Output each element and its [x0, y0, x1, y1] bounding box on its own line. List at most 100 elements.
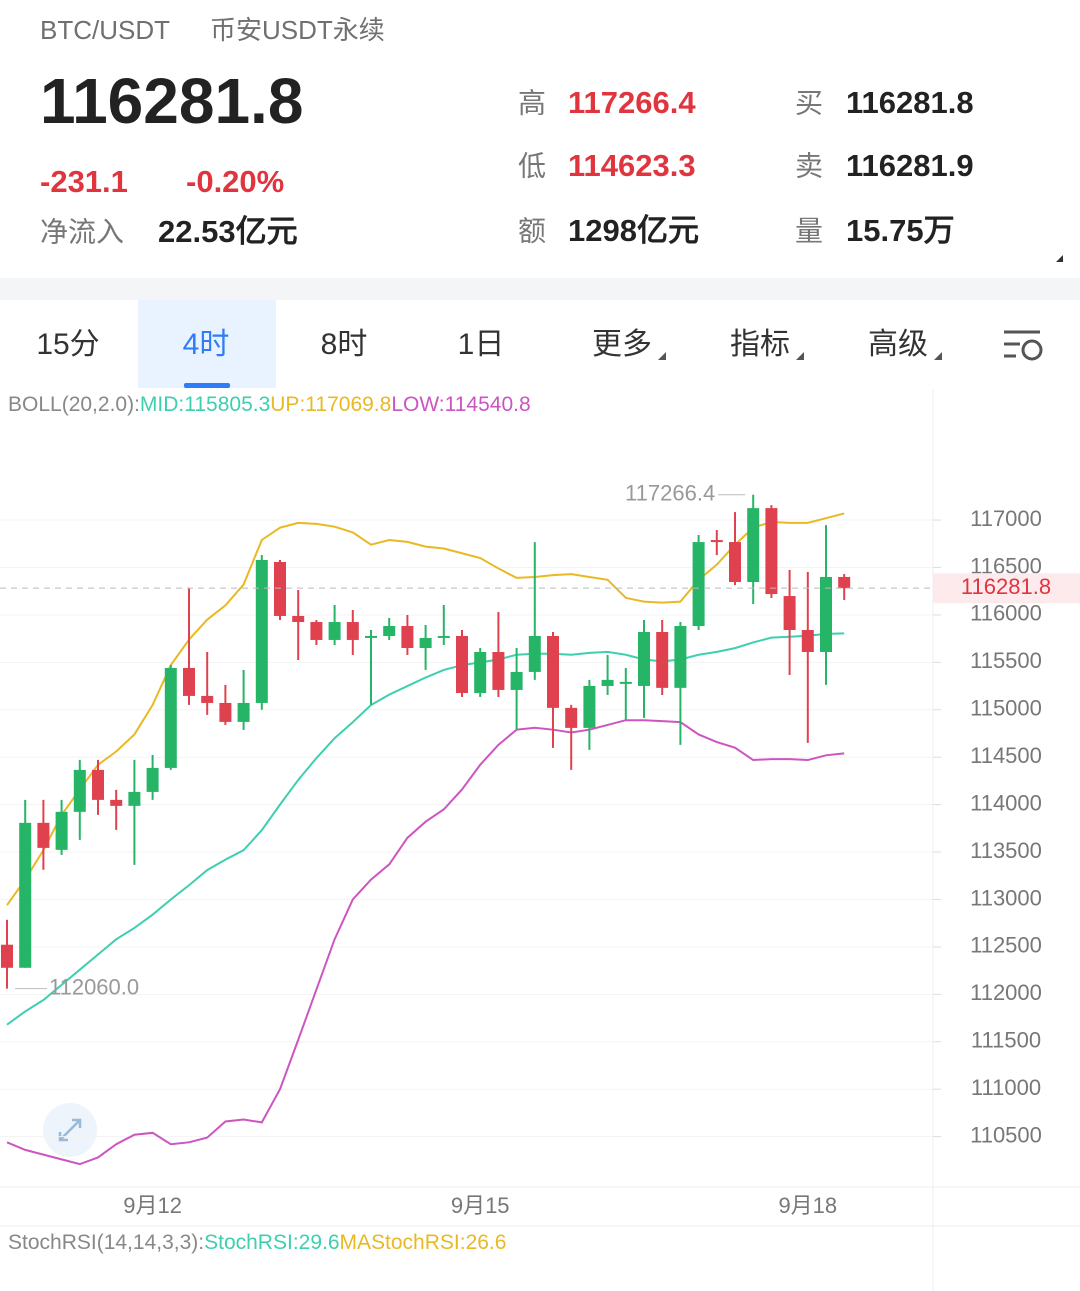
- market: 币安USDT永续: [210, 15, 385, 45]
- price: 116281.8: [40, 65, 303, 137]
- candle-body: [838, 576, 851, 589]
- candle-body: [92, 769, 104, 800]
- y-tick-label: 115500: [970, 648, 1042, 673]
- y-tick-label: 112000: [970, 980, 1042, 1005]
- inflow-label: 净流入: [40, 216, 124, 247]
- separator: [0, 278, 1080, 300]
- candle-body: [365, 635, 377, 638]
- candle-body: [292, 615, 305, 623]
- y-tick-label: 110500: [970, 1122, 1042, 1147]
- stat-label: 高: [518, 87, 546, 118]
- y-tick-label: 113500: [970, 838, 1042, 863]
- candle-body: [565, 707, 578, 728]
- candle-body: [547, 635, 559, 708]
- y-tick-label: 112500: [970, 933, 1042, 958]
- expand-button[interactable]: [43, 1103, 97, 1157]
- tab-indicator: [184, 383, 230, 388]
- legend-item: UP:: [270, 393, 305, 416]
- price-tag-label: 116281.8: [961, 574, 1051, 599]
- candle-body: [801, 629, 814, 653]
- x-tick-label: 9月12: [123, 1193, 182, 1218]
- price-tag: [933, 573, 1080, 604]
- candle-body: [456, 635, 468, 693]
- x-tick-label: 9月18: [778, 1193, 837, 1218]
- candle-body: [128, 791, 141, 806]
- legend-item: 115805.3: [184, 393, 270, 416]
- candle-body: [55, 811, 68, 850]
- stat-value: 116281.8: [846, 85, 974, 120]
- candle-body: [73, 769, 86, 812]
- tab-active-bg: [138, 300, 276, 388]
- legend-item: 29.6: [299, 1231, 340, 1254]
- y-tick-label: 111000: [971, 1075, 1041, 1100]
- legend-item: BOLL(20,2.0):: [8, 393, 140, 416]
- y-tick-label: 116000: [970, 601, 1042, 626]
- y-tick-label: 111500: [971, 1028, 1041, 1053]
- tab[interactable]: 4时: [183, 328, 230, 361]
- candle-body: [37, 822, 50, 848]
- change-pct: -0.20%: [186, 164, 284, 199]
- y-tick-label: 115000: [970, 696, 1042, 721]
- tab[interactable]: 1日: [458, 328, 505, 361]
- y-tick-label: 113000: [970, 885, 1042, 910]
- legend-item: 117069.8: [305, 393, 391, 416]
- stat-label: 低: [518, 150, 546, 181]
- stat-label: 买: [795, 87, 823, 118]
- boll-legend: BOLL(20,2.0):MID:115805.3UP:117069.8LOW:…: [8, 393, 531, 416]
- tab[interactable]: 指标: [730, 328, 790, 361]
- candle-body: [820, 576, 832, 653]
- candle-body: [583, 685, 596, 728]
- candle-body: [638, 631, 650, 686]
- candle-body: [110, 799, 123, 806]
- settings-icon[interactable]: [1004, 330, 1043, 361]
- tab-caret: [934, 352, 942, 360]
- tab[interactable]: 更多: [592, 328, 652, 361]
- candle-body: [164, 667, 177, 768]
- candle-body: [692, 542, 705, 627]
- candle-body: [765, 508, 778, 595]
- tab[interactable]: 15分: [36, 328, 99, 361]
- stat-label: 量: [795, 215, 823, 246]
- tab[interactable]: 高级: [868, 328, 928, 361]
- stoch-legend: StochRSI(14,14,3,3):StochRSI:29.6MAStoch…: [8, 1231, 506, 1254]
- change: -231.1: [40, 164, 128, 199]
- candle-body: [419, 637, 432, 649]
- pair: BTC/USDT: [40, 15, 170, 45]
- tab-caret: [658, 352, 666, 360]
- legend-item: StochRSI(14,14,3,3):: [8, 1231, 204, 1254]
- boll-line: [6, 512, 845, 906]
- candle-body: [274, 561, 286, 616]
- stat-value: 114623.3: [568, 148, 696, 183]
- tab[interactable]: 8时: [321, 328, 368, 361]
- candle-body: [619, 681, 632, 684]
- candle-body: [346, 622, 359, 640]
- boll-line: [6, 719, 845, 1166]
- candle-body: [783, 596, 796, 630]
- y-tick-label: 117000: [970, 506, 1042, 531]
- candle-body: [674, 626, 687, 688]
- candle-body: [219, 702, 232, 722]
- legend-item: StochRSI:: [204, 1231, 299, 1254]
- stat-label: 额: [518, 215, 546, 246]
- stat-value: 15.75万: [846, 213, 955, 248]
- candle-body: [255, 559, 268, 703]
- max-label: 117266.4: [625, 481, 715, 506]
- stat-value: 1298亿元: [568, 213, 699, 248]
- legend-item: MAStochRSI:: [340, 1231, 466, 1254]
- stat-value: 116281.9: [846, 148, 974, 183]
- stat-label: 卖: [795, 150, 823, 181]
- expand-corner: [1056, 255, 1063, 262]
- legend-item: MID:: [140, 393, 184, 416]
- candle-body: [710, 540, 723, 543]
- tab-caret: [796, 352, 804, 360]
- candle-body: [201, 695, 214, 703]
- candle-body: [729, 542, 741, 582]
- candle-body: [510, 671, 523, 690]
- boll-line: [6, 632, 845, 1026]
- candle-body: [146, 767, 159, 792]
- candle-body: [492, 652, 505, 690]
- candle-body: [237, 702, 250, 722]
- candle-body: [474, 652, 487, 693]
- y-tick-label: 114500: [970, 743, 1042, 768]
